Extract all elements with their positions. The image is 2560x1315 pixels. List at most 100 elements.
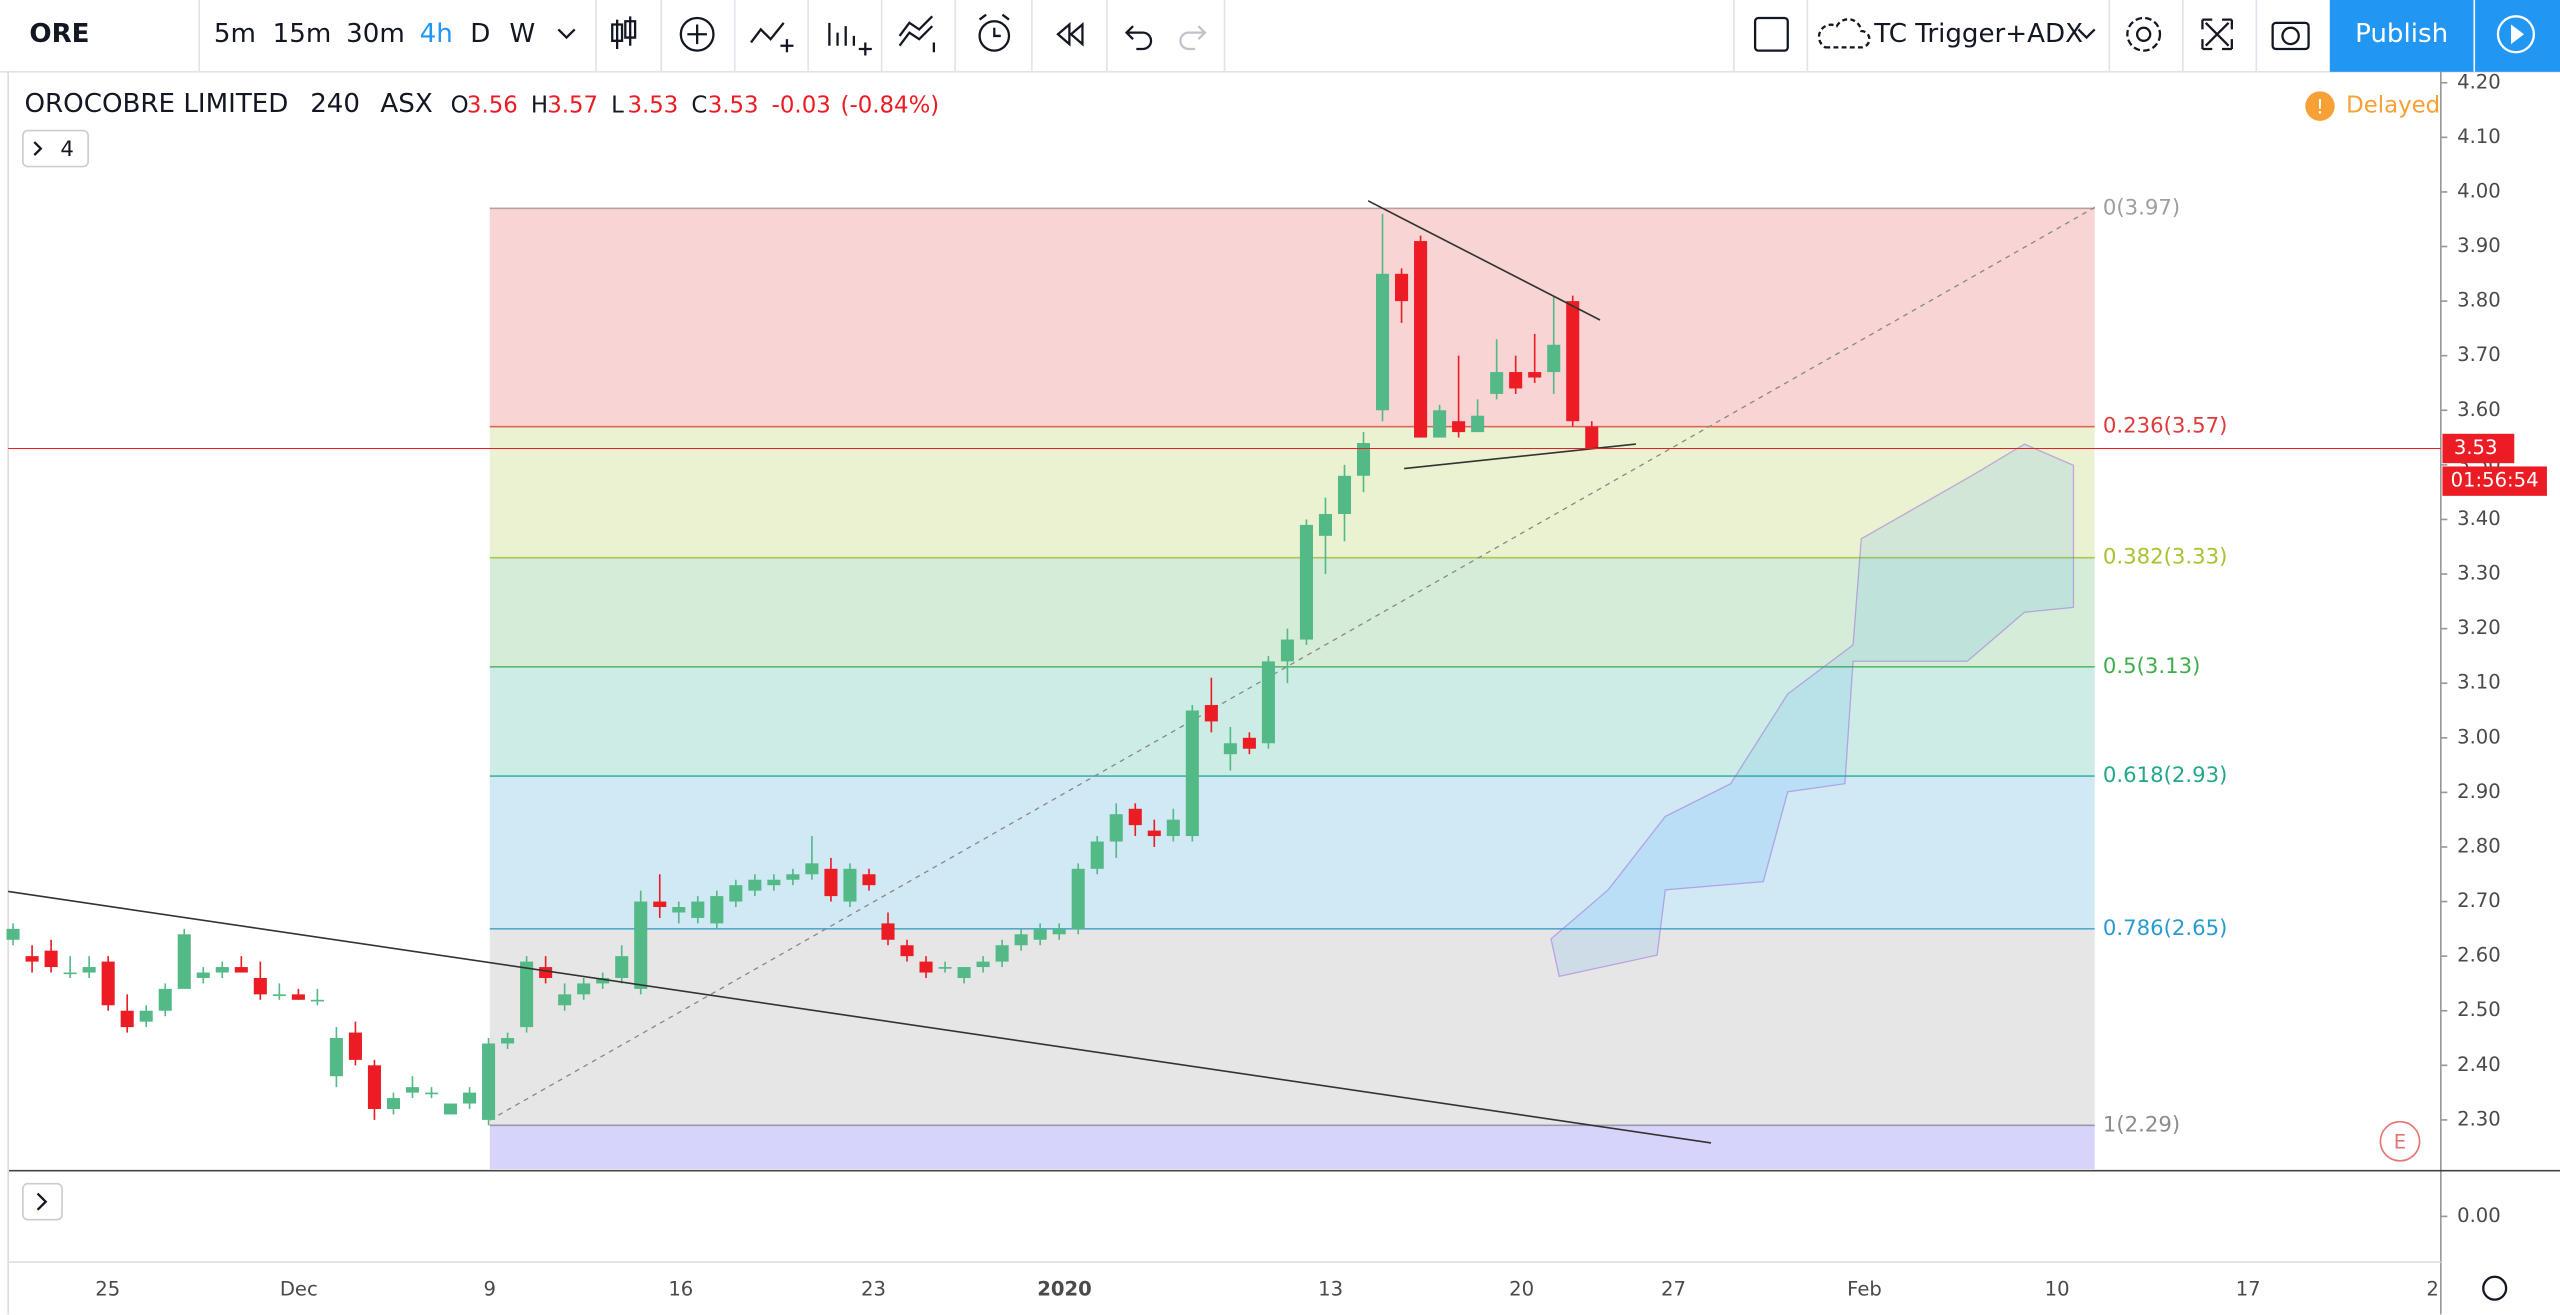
- indicator-template[interactable]: TC Trigger+ADX: [1873, 19, 2083, 49]
- ohlc-value: 3.53: [627, 93, 678, 119]
- indicator-toggle[interactable]: [22, 129, 89, 168]
- interval-button[interactable]: D: [470, 19, 490, 49]
- ichimoku-cloud: [1550, 443, 2075, 978]
- candle-body: [1223, 743, 1237, 755]
- toolbar-icons[interactable]: [611, 13, 2310, 56]
- y-tick-label: 4.10: [2457, 125, 2501, 148]
- candle-body: [824, 868, 838, 897]
- fib-band: [489, 928, 2095, 1126]
- candle-body: [691, 901, 705, 918]
- delayed-icon-mark: !: [2316, 95, 2324, 118]
- event-marker[interactable]: [2379, 1120, 2421, 1162]
- candle-body: [405, 1087, 420, 1093]
- candle-body: [767, 879, 781, 886]
- candle-body: [1261, 661, 1275, 744]
- candle-body: [463, 1092, 477, 1104]
- candle-body: [367, 1065, 381, 1109]
- fib-label: 0.786(2.65): [2103, 916, 2228, 941]
- pane-toggle-icon[interactable]: [36, 1192, 48, 1211]
- x-tick-label: 2020: [1037, 1277, 1091, 1300]
- candle-body: [424, 1092, 439, 1095]
- pane-toggle[interactable]: [22, 1182, 63, 1221]
- ohlc-key: L: [611, 93, 624, 119]
- publish-button[interactable]: [2329, 0, 2474, 72]
- ohlc-key: O: [451, 93, 469, 119]
- x-tick-label: Dec: [280, 1277, 318, 1300]
- change-percent: (-0.84%): [841, 93, 940, 119]
- interval-menu[interactable]: [557, 28, 576, 40]
- candle-body: [1109, 814, 1123, 842]
- candles: [6, 213, 1599, 1126]
- candle-body: [520, 961, 534, 1028]
- candle-body: [1128, 808, 1142, 826]
- candle-body: [938, 967, 952, 969]
- candle-body: [158, 988, 172, 1011]
- candle-body: [1033, 928, 1047, 940]
- y-tick-label: 2.60: [2457, 944, 2501, 967]
- y-tick-label: 3.60: [2457, 398, 2501, 421]
- x-tick-label: 20: [1509, 1277, 1534, 1300]
- candle-body: [653, 901, 667, 908]
- candle-body: [82, 967, 96, 973]
- candle-body: [596, 977, 610, 984]
- event-marker-label[interactable]: E: [2394, 1130, 2406, 1153]
- candle-body: [177, 934, 191, 989]
- interval: 240: [310, 89, 360, 119]
- countdown-tag: [2442, 466, 2547, 496]
- candle-body: [672, 907, 686, 913]
- candle-body: [272, 994, 286, 996]
- replay-icon[interactable]: [2496, 15, 2536, 54]
- axes: 4.204.104.003.903.803.703.603.503.403.30…: [8, 70, 2547, 1300]
- candle-body: [291, 994, 305, 1000]
- x-tick-label: 23: [861, 1277, 886, 1300]
- candle-body: [1166, 819, 1180, 837]
- candle-body: [615, 956, 629, 978]
- y-tick-label: 3.20: [2457, 616, 2501, 639]
- candle-body: [329, 1038, 343, 1077]
- candle-body: [310, 999, 324, 1002]
- chart-title: OROCOBRE LIMITED: [24, 89, 288, 119]
- fib-trend-line: [489, 206, 2096, 1121]
- interval-button[interactable]: 15m: [273, 19, 332, 49]
- fib-band: [489, 666, 2095, 777]
- ohlc-key: C: [691, 93, 707, 119]
- candle-body: [253, 977, 267, 995]
- candle-body: [862, 874, 876, 886]
- candle-body: [215, 967, 229, 973]
- candle-body: [1242, 737, 1256, 749]
- candle-body: [786, 874, 800, 880]
- interval-button[interactable]: 5m: [214, 19, 256, 49]
- interval-button[interactable]: 4h: [420, 19, 453, 49]
- y-tick-label: 2.30: [2457, 1107, 2501, 1130]
- candle-body: [729, 885, 743, 902]
- ohlc-value: 3.57: [547, 93, 598, 119]
- candle-body: [1185, 710, 1199, 837]
- replay-icon[interactable]: [2511, 24, 2525, 45]
- interval-button[interactable]: W: [509, 19, 535, 49]
- last-price-tag: [2442, 433, 2515, 464]
- symbol[interactable]: ORE: [29, 19, 89, 49]
- candle-body: [444, 1103, 458, 1115]
- candle-body: [1337, 475, 1352, 514]
- indicator-toggle-icon[interactable]: [33, 141, 43, 156]
- candle-body: [1433, 410, 1447, 438]
- candle-body: [1395, 273, 1409, 302]
- y-tick-label: 4.00: [2457, 179, 2501, 202]
- fib-band: [489, 776, 2095, 929]
- publish-label[interactable]: Publish: [2355, 19, 2448, 49]
- settings-icon[interactable]: [2482, 1275, 2508, 1301]
- ohlc-key: H: [531, 93, 548, 119]
- candle-body: [957, 967, 971, 978]
- candle-body: [1376, 273, 1390, 411]
- candle-body: [196, 972, 210, 978]
- fib-extension-band: [489, 1125, 2095, 1170]
- candle-body: [120, 1010, 134, 1028]
- status: Delayed: [2346, 93, 2440, 119]
- y-tick-label: 3.90: [2457, 234, 2501, 257]
- candle-body: [843, 868, 857, 902]
- candle-body: [1052, 928, 1066, 935]
- candle-body: [976, 961, 990, 968]
- candle-body: [805, 863, 819, 875]
- interval-button[interactable]: 30m: [346, 19, 405, 49]
- indicator-count[interactable]: 4: [60, 137, 74, 162]
